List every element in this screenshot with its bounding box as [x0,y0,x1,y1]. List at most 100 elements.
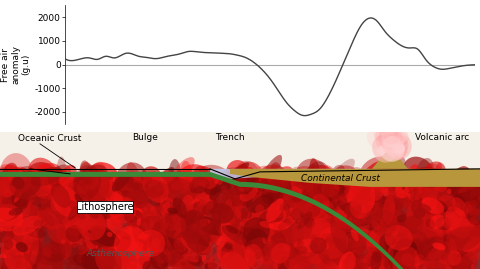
Ellipse shape [284,244,301,256]
Ellipse shape [202,252,216,262]
Ellipse shape [288,248,293,255]
Ellipse shape [73,254,102,269]
Ellipse shape [181,210,211,252]
Ellipse shape [359,174,369,184]
Ellipse shape [420,249,447,269]
Ellipse shape [49,243,80,269]
Ellipse shape [245,189,260,199]
Ellipse shape [21,230,36,243]
Ellipse shape [368,199,390,245]
Ellipse shape [216,223,228,242]
Ellipse shape [174,220,200,244]
Ellipse shape [318,207,329,221]
Ellipse shape [298,173,301,180]
Ellipse shape [36,243,66,265]
Ellipse shape [260,173,279,187]
Ellipse shape [243,210,266,233]
Ellipse shape [364,248,392,269]
Ellipse shape [65,219,78,228]
Ellipse shape [270,204,292,226]
Ellipse shape [11,167,29,185]
Ellipse shape [100,217,108,230]
Ellipse shape [296,225,301,230]
Ellipse shape [396,240,418,254]
Ellipse shape [419,189,442,206]
Ellipse shape [345,193,373,214]
Ellipse shape [180,234,196,251]
Ellipse shape [173,227,192,246]
Ellipse shape [376,234,386,254]
Ellipse shape [142,220,171,248]
Ellipse shape [92,240,125,268]
Ellipse shape [192,238,195,241]
Ellipse shape [316,239,320,243]
Ellipse shape [457,185,472,193]
Ellipse shape [234,232,258,269]
Ellipse shape [302,187,320,204]
Ellipse shape [47,186,53,196]
Circle shape [373,124,392,143]
Ellipse shape [426,205,436,231]
Ellipse shape [178,228,186,236]
Ellipse shape [149,225,161,241]
Ellipse shape [360,256,369,266]
Ellipse shape [0,256,19,269]
Ellipse shape [172,236,187,245]
Ellipse shape [268,235,280,248]
Ellipse shape [165,197,173,203]
Ellipse shape [417,219,449,252]
Ellipse shape [233,165,247,180]
Ellipse shape [42,247,52,257]
Ellipse shape [432,173,449,192]
Ellipse shape [226,225,238,234]
Ellipse shape [28,200,34,204]
Ellipse shape [276,256,300,269]
Ellipse shape [136,237,155,259]
Ellipse shape [418,210,434,229]
Ellipse shape [12,177,24,190]
Ellipse shape [271,233,286,248]
Ellipse shape [334,183,339,191]
Ellipse shape [202,200,219,215]
Ellipse shape [96,201,116,219]
Ellipse shape [187,201,200,211]
Ellipse shape [240,218,257,228]
Ellipse shape [337,182,375,215]
Ellipse shape [5,172,21,186]
Ellipse shape [276,187,297,206]
Ellipse shape [128,186,155,208]
Ellipse shape [226,167,255,187]
Ellipse shape [165,213,174,228]
Ellipse shape [12,255,27,269]
Ellipse shape [94,185,100,194]
Ellipse shape [15,202,31,229]
Ellipse shape [384,234,407,247]
Ellipse shape [294,226,302,245]
Ellipse shape [258,214,273,232]
Ellipse shape [164,179,196,205]
Ellipse shape [274,214,281,223]
Ellipse shape [0,196,5,205]
Ellipse shape [328,231,337,242]
Ellipse shape [87,250,98,261]
Ellipse shape [276,259,291,269]
Ellipse shape [388,222,396,228]
Ellipse shape [220,252,247,269]
Ellipse shape [298,176,316,188]
Ellipse shape [415,188,431,204]
Ellipse shape [268,222,289,230]
Ellipse shape [93,196,126,229]
Ellipse shape [350,197,372,219]
Ellipse shape [0,172,10,181]
Ellipse shape [435,217,451,230]
Ellipse shape [65,191,74,197]
Ellipse shape [220,248,227,257]
Ellipse shape [418,203,432,211]
Ellipse shape [54,211,72,224]
Ellipse shape [344,169,359,194]
Ellipse shape [12,201,42,231]
Ellipse shape [344,206,378,227]
Ellipse shape [382,240,391,269]
Ellipse shape [283,244,291,252]
Ellipse shape [175,251,186,266]
